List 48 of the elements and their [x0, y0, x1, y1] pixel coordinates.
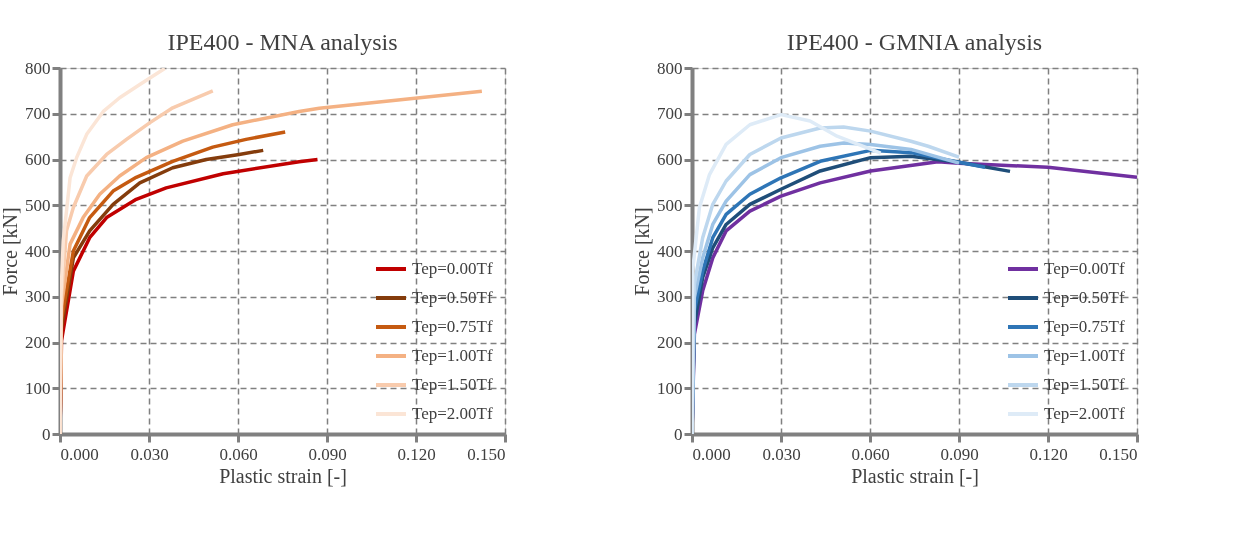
- y-tick-label: 100: [25, 378, 51, 398]
- x-axis-title: Plastic strain [-]: [219, 464, 347, 487]
- y-tick-label: 0: [42, 424, 51, 444]
- y-axis-title: Force [kN]: [0, 207, 21, 296]
- x-tick-label: 0.000: [692, 444, 731, 464]
- y-tick-label: 400: [25, 241, 51, 261]
- y-tick-label: 400: [657, 241, 683, 261]
- y-axis-title: Force [kN]: [631, 207, 653, 296]
- x-tick-label: 0.150: [1099, 444, 1138, 464]
- legend-label: Tep=0.75Tf: [1044, 317, 1125, 336]
- y-tick-label: 0: [674, 424, 683, 444]
- legend-label: Tep=2.00Tf: [1044, 404, 1125, 423]
- legend-label: Tep=1.50Tf: [1044, 375, 1125, 394]
- x-tick-label: 0.060: [851, 444, 890, 464]
- legend-label: Tep=1.00Tf: [412, 346, 493, 365]
- y-tick-label: 800: [657, 58, 683, 78]
- x-tick-label: 0.090: [308, 444, 347, 464]
- y-tick-label: 500: [657, 195, 683, 215]
- y-tick-label: 600: [25, 150, 51, 169]
- y-tick-label: 200: [25, 333, 51, 352]
- x-tick-label: 0.150: [467, 444, 506, 464]
- legend-label: Tep=2.00Tf: [412, 404, 493, 423]
- legend-label: Tep=0.75Tf: [412, 317, 493, 336]
- legend-label: Tep=0.50Tf: [412, 288, 493, 307]
- y-tick-label: 300: [657, 287, 683, 307]
- y-tick-label: 700: [657, 104, 683, 124]
- x-axis-title: Plastic strain [-]: [851, 464, 979, 487]
- legend-label: Tep=0.00Tf: [1044, 259, 1125, 278]
- x-tick-label: 0.090: [940, 444, 979, 464]
- y-tick-label: 500: [25, 195, 51, 215]
- y-tick-label: 800: [25, 58, 51, 78]
- x-tick-label: 0.030: [130, 444, 169, 464]
- y-tick-label: 300: [25, 287, 51, 307]
- y-tick-label: 200: [657, 333, 683, 352]
- x-tick-label: 0.120: [397, 444, 436, 464]
- y-tick-label: 100: [657, 378, 683, 398]
- legend-label: Tep=1.00Tf: [1044, 346, 1125, 365]
- legend-label: Tep=0.00Tf: [412, 259, 493, 278]
- x-tick-label: 0.030: [762, 444, 801, 464]
- x-tick-label: 0.120: [1029, 444, 1068, 464]
- x-tick-label: 0.060: [219, 444, 258, 464]
- legend-label: Tep=0.50Tf: [1044, 288, 1125, 307]
- legend-label: Tep=1.50Tf: [412, 375, 493, 394]
- x-tick-label: 0.000: [60, 444, 99, 464]
- y-tick-label: 700: [25, 104, 51, 124]
- chart-title: IPE400 - MNA analysis: [167, 29, 398, 55]
- chart-title: IPE400 - GMNIA analysis: [786, 29, 1043, 55]
- y-tick-label: 600: [657, 150, 683, 169]
